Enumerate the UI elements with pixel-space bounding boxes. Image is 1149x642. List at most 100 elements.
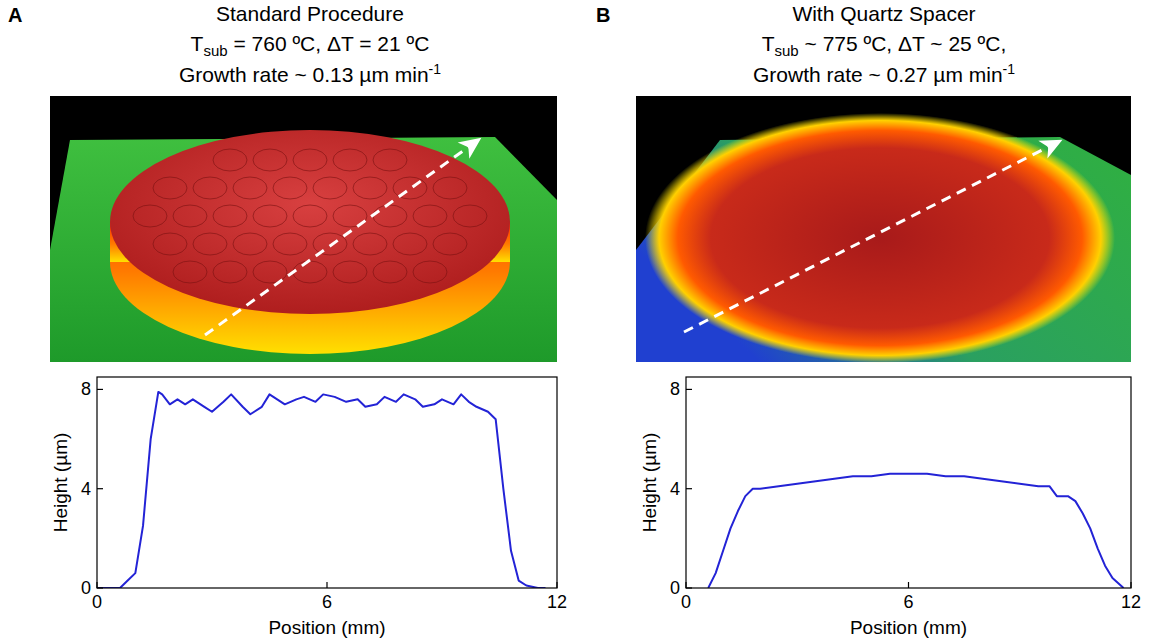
- series: [708, 474, 1123, 588]
- y-tick-label: 0: [81, 578, 91, 598]
- profile-path: [205, 146, 470, 335]
- grain: [333, 261, 367, 283]
- x-tick-label: 6: [903, 592, 913, 612]
- y-tick-label: 8: [670, 379, 680, 399]
- x-tick-label: 6: [322, 592, 332, 612]
- grain: [233, 233, 267, 255]
- grain: [273, 177, 307, 199]
- x-tick: [685, 582, 686, 588]
- subtitle-part: ~ 775 ºC, ΔT ~ 25 ºC,: [799, 32, 1007, 55]
- x-tick: [556, 582, 557, 588]
- grain: [413, 205, 447, 227]
- grain: [173, 261, 207, 283]
- profile-path: [684, 146, 1050, 332]
- grain: [313, 177, 347, 199]
- subtitle-part: Growth rate ~ 0.27 µm min: [753, 63, 1003, 86]
- grain: [213, 149, 247, 171]
- subtitle-part: T: [191, 32, 204, 55]
- grain: [193, 177, 227, 199]
- grain: [133, 205, 167, 227]
- grain: [193, 233, 227, 255]
- subtitle: Growth rate ~ 0.27 µm min-1: [753, 61, 1015, 86]
- grain: [433, 177, 467, 199]
- grain: [353, 177, 387, 199]
- arrow-head: [458, 138, 482, 159]
- x-tick-label: 0: [92, 592, 102, 612]
- grain: [173, 205, 207, 227]
- y-tick: [686, 488, 692, 489]
- title: Standard Procedure: [216, 2, 404, 25]
- plot-frame: [97, 377, 557, 588]
- y-tick: [97, 389, 103, 390]
- y-axis-title: Height (µm): [639, 433, 660, 533]
- surface-image: [50, 96, 557, 362]
- y-tick: [97, 488, 103, 489]
- figure: A Standard Procedure Tsub = 760 ºC, ΔT = 2…: [0, 0, 1149, 642]
- x-tick: [96, 582, 97, 588]
- grain: [213, 261, 247, 283]
- subtitle: Tsub = 760 ºC, ΔT = 21 ºC: [191, 32, 430, 59]
- grain: [273, 233, 307, 255]
- subscript: sub: [203, 42, 227, 59]
- grain: [373, 205, 407, 227]
- grain: [433, 233, 467, 255]
- x-axis-title: Position (mm): [268, 617, 385, 638]
- plot: 0 6 12 0 4 8 Position (mm) Height (µm): [50, 377, 567, 638]
- subtitle: Growth rate ~ 0.13 µm min-1: [179, 61, 441, 86]
- plot-frame: [686, 377, 1131, 588]
- grain: [253, 149, 287, 171]
- grain: [293, 149, 327, 171]
- series: [97, 392, 546, 588]
- subtitle-part: T: [762, 32, 775, 55]
- superscript: -1: [429, 61, 442, 77]
- panel-letter: B: [596, 4, 610, 26]
- height-profile: [708, 474, 1123, 588]
- grain: [313, 233, 347, 255]
- grain: [153, 177, 187, 199]
- panel: A Standard Procedure Tsub = 760 ºC, ΔT = 2…: [8, 2, 567, 638]
- grain: [453, 205, 487, 227]
- y-tick: [97, 587, 103, 588]
- grain: [293, 205, 327, 227]
- x-tick: [1130, 582, 1131, 588]
- x-tick-label: 0: [681, 592, 691, 612]
- y-tick-label: 0: [670, 578, 680, 598]
- grain: [293, 261, 327, 283]
- disc-top: [110, 130, 510, 314]
- subtitle-part: Growth rate ~ 0.13 µm min: [179, 63, 429, 86]
- grain: [213, 205, 247, 227]
- x-tick: [326, 582, 327, 588]
- subtitle-part: = 760 ºC, ΔT = 21 ºC: [228, 32, 430, 55]
- grain: [373, 261, 407, 283]
- subscript: sub: [775, 42, 799, 59]
- x-tick-label: 12: [1121, 592, 1141, 612]
- grain: [393, 233, 427, 255]
- subtitle: Tsub ~ 775 ºC, ΔT ~ 25 ºC,: [762, 32, 1007, 59]
- y-axis-title: Height (µm): [50, 433, 71, 533]
- arrow-head: [1038, 140, 1062, 159]
- grain: [233, 177, 267, 199]
- grain: [153, 233, 187, 255]
- grain: [253, 205, 287, 227]
- panel: B With Quartz Spacer Tsub ~ 775 ºC, ΔT ~ 2…: [596, 2, 1141, 638]
- y-tick: [686, 587, 692, 588]
- disc: [645, 113, 1115, 363]
- y-tick-label: 4: [670, 479, 680, 499]
- x-axis-title: Position (mm): [850, 617, 967, 638]
- y-tick-label: 8: [81, 379, 91, 399]
- height-profile: [97, 392, 546, 588]
- superscript: -1: [1003, 61, 1016, 77]
- image-background: [636, 96, 1131, 362]
- grain: [333, 149, 367, 171]
- y-tick-label: 4: [81, 479, 91, 499]
- plot: 0 6 12 0 4 8 Position (mm) Height (µm): [639, 377, 1141, 638]
- panel-letter: A: [8, 4, 22, 26]
- title: With Quartz Spacer: [792, 2, 975, 25]
- y-tick: [686, 389, 692, 390]
- grain: [413, 261, 447, 283]
- grain: [353, 233, 387, 255]
- image-background: [50, 96, 557, 362]
- grain: [373, 149, 407, 171]
- x-tick-label: 12: [547, 592, 567, 612]
- x-tick: [908, 582, 909, 588]
